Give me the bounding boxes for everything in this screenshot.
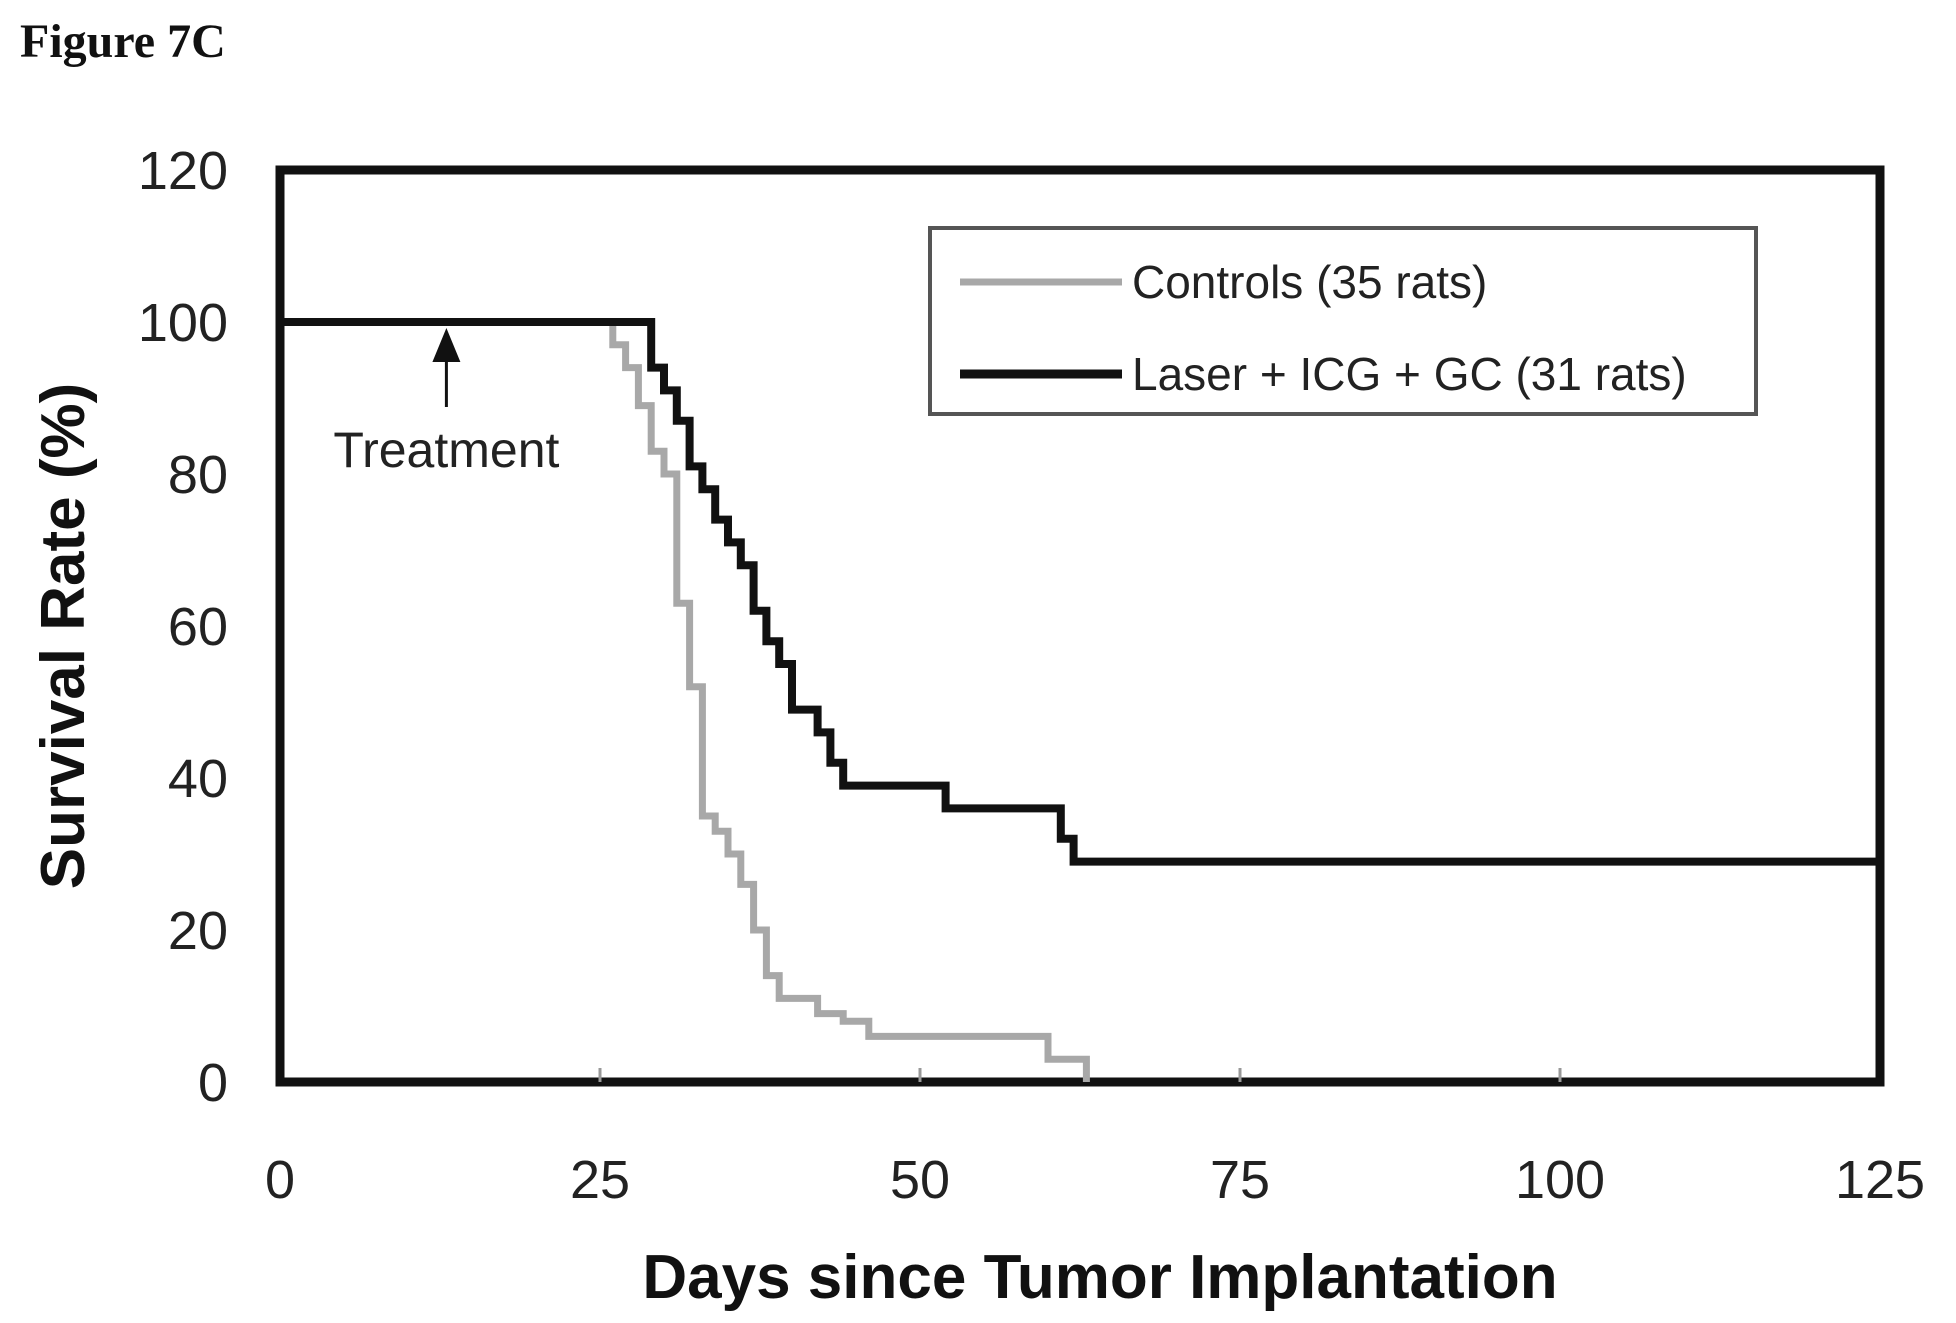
treatment-annotation-label: Treatment — [333, 422, 559, 478]
treatment-arrow-head — [432, 328, 461, 362]
x-tick-label: 25 — [570, 1150, 630, 1210]
y-tick-label: 120 — [138, 141, 228, 201]
y-tick-label: 80 — [168, 445, 228, 505]
x-tick-label: 75 — [1210, 1150, 1270, 1210]
legend-label: Controls (35 rats) — [1132, 256, 1487, 308]
y-tick-label: 40 — [168, 749, 228, 809]
x-tick-label: 125 — [1835, 1150, 1925, 1210]
annotation-layer: Treatment — [333, 328, 560, 478]
y-tick-label: 60 — [168, 597, 228, 657]
x-tick-label: 0 — [265, 1150, 295, 1210]
legend-box — [928, 226, 1758, 416]
x-tick-label: 100 — [1515, 1150, 1605, 1210]
series-line-controls — [280, 318, 1090, 1082]
figure-label: Figure 7C — [20, 15, 226, 68]
x-axis-ticks: 0 25 50 75 100 125 — [265, 1150, 1925, 1210]
y-axis-ticks: 0 20 40 60 80 100 120 — [138, 141, 228, 1113]
y-axis-title: Survival Rate (%) — [29, 383, 98, 890]
y-tick-label: 20 — [168, 901, 228, 961]
plot-area — [275, 165, 1885, 1087]
series-line-laser-icg-gc — [280, 318, 1880, 866]
legend: Controls (35 rats) Laser + ICG + GC (31 r… — [928, 226, 1758, 416]
y-tick-label: 0 — [198, 1053, 228, 1113]
y-tick-label: 100 — [138, 293, 228, 353]
x-tick-label: 50 — [890, 1150, 950, 1210]
x-axis-title: Days since Tumor Implantation — [642, 1243, 1557, 1312]
plot-frame — [275, 165, 1885, 1087]
legend-label: Laser + ICG + GC (31 rats) — [1132, 348, 1687, 400]
